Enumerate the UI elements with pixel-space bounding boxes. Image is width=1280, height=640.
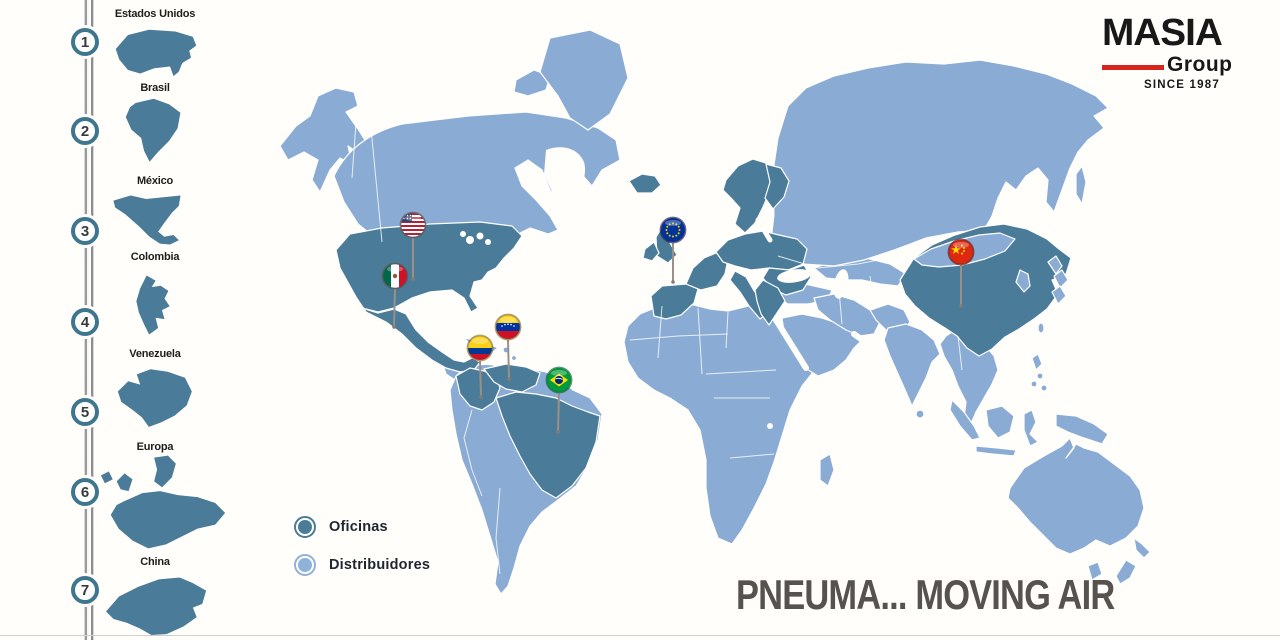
map-regions-offices xyxy=(335,158,1072,499)
map-pin-colombia xyxy=(466,334,494,399)
number-label: 4 xyxy=(80,313,90,331)
legend-label-offices: Oficinas xyxy=(329,519,388,535)
silhouette-europe-icon xyxy=(95,453,233,553)
number-label: 1 xyxy=(80,33,90,51)
number-label: 7 xyxy=(80,581,90,599)
sidebar-number-1: 1 xyxy=(71,28,99,56)
distributor-marker-icon xyxy=(294,554,316,576)
sidebar-number-4: 4 xyxy=(71,308,99,336)
map-pin-venezuela xyxy=(494,313,522,381)
logo-red-line xyxy=(1102,65,1164,70)
mexico-flag-icon xyxy=(383,264,407,288)
bottom-divider xyxy=(0,635,1280,636)
map-regions-distributors xyxy=(279,29,1151,595)
number-label: 6 xyxy=(80,483,90,501)
legend-item-distributors: Distribuidores xyxy=(294,551,430,579)
sidebar-label-colombia: Colombia xyxy=(130,251,180,263)
number-label: 2 xyxy=(80,122,90,140)
sidebar-number-5: 5 xyxy=(71,398,99,426)
map-seas xyxy=(460,147,871,429)
sidebar-number-6: 6 xyxy=(71,478,99,506)
map-pin-china xyxy=(947,238,975,308)
sidebar-number-7: 7 xyxy=(71,576,99,604)
number-label: 5 xyxy=(80,403,90,421)
office-marker-icon xyxy=(294,516,316,538)
legend-item-offices: Oficinas xyxy=(294,513,430,541)
logo-name: MASIA xyxy=(1102,12,1223,54)
sidebar-label-mexico: México xyxy=(136,175,174,187)
sidebar-number-3: 3 xyxy=(71,217,99,245)
sidebar-number-2: 2 xyxy=(71,117,99,145)
tagline: PNEUMA... MOVING AIR xyxy=(736,571,1115,618)
map-pin-europe xyxy=(659,216,687,284)
sidebar-label-china: China xyxy=(140,556,170,568)
masia-group-logo: MASIA Group SINCE 1987 xyxy=(1102,14,1248,91)
world-map xyxy=(279,29,1151,595)
map-pin-mexico xyxy=(381,262,409,329)
sidebar-label-venezuela: Venezuela xyxy=(129,348,181,360)
european-union-flag-icon xyxy=(661,218,685,242)
sidebar-label-estados-unidos: Estados Unidos xyxy=(114,8,196,20)
logo-row: Group xyxy=(1102,54,1248,75)
logo-sub: Group xyxy=(1167,53,1233,76)
venezuela-flag-icon xyxy=(496,315,520,339)
silhouette-brazil-icon xyxy=(116,94,186,168)
sidebar-label-europa: Europa xyxy=(136,441,174,453)
silhouette-colombia-icon xyxy=(121,264,185,346)
map-pin-brazil xyxy=(545,366,573,434)
sidebar-label-brasil: Brasil xyxy=(140,82,170,94)
map-internal-borders xyxy=(351,94,963,575)
map-pin-usa xyxy=(399,211,427,281)
silhouette-mexico-icon xyxy=(110,188,196,246)
legend-label-distributors: Distribuidores xyxy=(329,557,431,573)
silhouette-china-icon xyxy=(100,568,214,636)
brazil-flag-icon xyxy=(547,368,571,392)
map-legend: Oficinas Distribuidores xyxy=(294,513,430,589)
number-label: 3 xyxy=(80,222,90,240)
logo-since: SINCE 1987 xyxy=(1144,79,1220,91)
silhouette-usa-icon xyxy=(112,21,200,77)
silhouette-venezuela-icon xyxy=(111,360,197,430)
china-flag-icon xyxy=(949,240,973,264)
colombia-flag-icon xyxy=(468,336,492,360)
